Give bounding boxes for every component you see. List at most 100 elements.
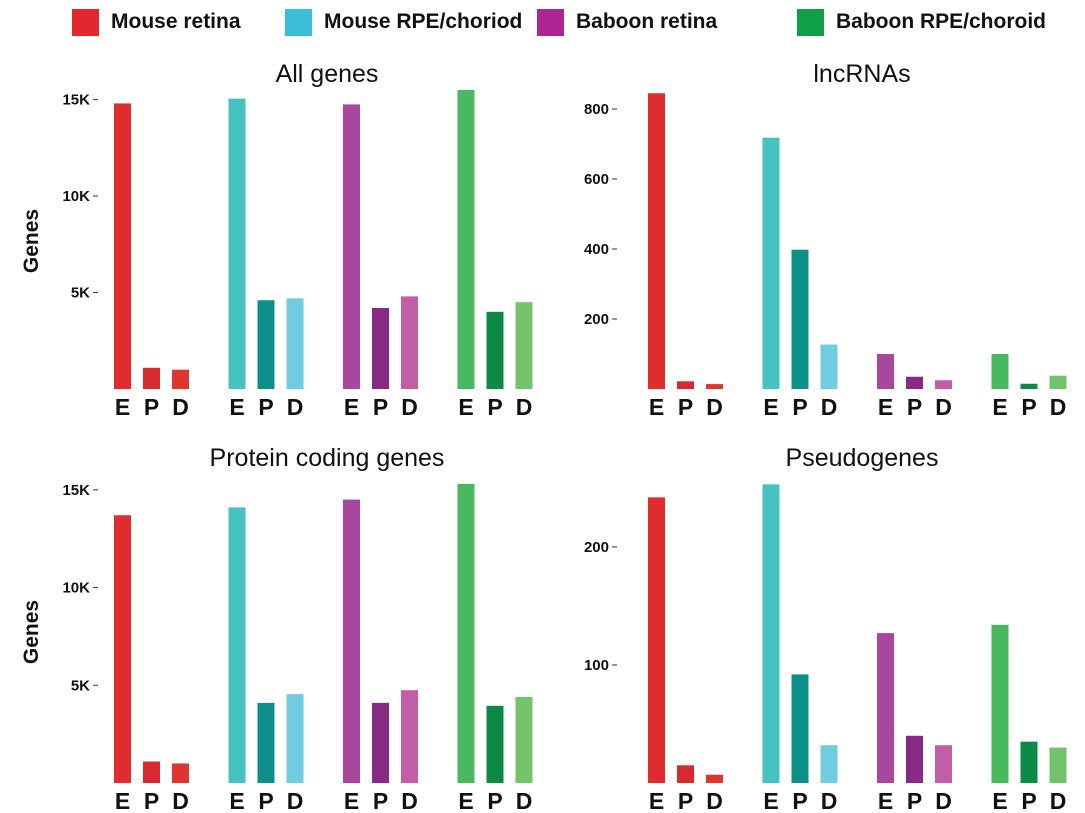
bar-baboon-retina-d: [401, 690, 418, 783]
x-tick-label-d: D: [706, 788, 723, 813]
bar-mouse-rpe-choriod-p: [791, 674, 809, 783]
x-tick-label-p: P: [907, 788, 922, 813]
x-tick-label-d: D: [821, 394, 838, 420]
bar-mouse-retina-p: [143, 761, 160, 783]
x-tick-label-d: D: [706, 394, 723, 420]
bar-baboon-retina-p: [906, 376, 923, 389]
bar-baboon-rpe-choroid-e: [457, 89, 475, 389]
bar-baboon-rpe-choroid-p: [486, 311, 504, 389]
legend-label: Baboon RPE/choroid: [836, 10, 1046, 33]
chart-title: All genes: [276, 60, 379, 88]
y-axis-label: Genes: [20, 209, 43, 273]
bar-mouse-rpe-choriod-e: [228, 507, 246, 783]
bar-mouse-rpe-choriod-e: [762, 484, 780, 783]
bar-baboon-rpe-choroid-e: [991, 624, 1009, 783]
bar-mouse-retina-e: [114, 515, 131, 783]
bar-baboon-rpe-choroid-e: [457, 483, 475, 783]
x-tick-label-d: D: [1050, 394, 1067, 420]
x-tick-label-d: D: [516, 788, 533, 813]
bar-baboon-retina-p: [372, 702, 389, 783]
chart-title: Protein coding genes: [210, 444, 445, 472]
x-tick-label-p: P: [792, 394, 807, 420]
x-tick-label-d: D: [401, 394, 418, 420]
bar-baboon-rpe-choroid-d: [515, 302, 533, 389]
x-tick-label-e: E: [992, 788, 1007, 813]
bar-mouse-retina-d: [172, 763, 189, 783]
x-tick-label-e: E: [878, 788, 893, 813]
bar-baboon-rpe-choroid-p: [1020, 383, 1038, 389]
x-tick-label-e: E: [458, 394, 473, 420]
x-tick-label-p: P: [1021, 394, 1036, 420]
bar-mouse-retina-d: [172, 369, 189, 389]
bar-baboon-retina-d: [401, 296, 418, 389]
bar-baboon-retina-p: [906, 735, 923, 783]
y-tick-label-200: 200: [584, 539, 609, 556]
x-tick-label-p: P: [678, 788, 693, 813]
bar-mouse-retina-e: [114, 103, 131, 389]
bar-mouse-rpe-choriod-d: [286, 694, 304, 783]
bar-mouse-retina-p: [677, 381, 694, 389]
bar-baboon-rpe-choroid-d: [1049, 375, 1067, 389]
x-tick-label-e: E: [344, 788, 359, 813]
bar-mouse-rpe-choriod-d: [820, 745, 838, 783]
x-tick-label-p: P: [907, 394, 922, 420]
x-tick-label-e: E: [115, 788, 130, 813]
x-tick-label-e: E: [229, 788, 244, 813]
legend: Mouse retina Mouse RPE/choriod Baboon re…: [0, 0, 1085, 44]
x-tick-label-d: D: [935, 394, 952, 420]
legend-item-mouse-rpe: Mouse RPE/choriod: [285, 8, 522, 36]
y-tick-label-5k: 5K: [71, 677, 90, 694]
x-tick-label-p: P: [678, 394, 693, 420]
x-tick-label-e: E: [992, 394, 1007, 420]
x-tick-label-p: P: [792, 788, 807, 813]
x-tick-label-d: D: [287, 394, 304, 420]
bar-baboon-rpe-choroid-d: [1049, 747, 1067, 783]
y-tick-label-600: 600: [584, 171, 609, 188]
legend-swatch: [285, 8, 312, 36]
x-tick-label-e: E: [763, 788, 778, 813]
y-tick-label-15k: 15K: [62, 92, 90, 109]
bar-mouse-rpe-choriod-p: [257, 702, 275, 783]
legend-swatch: [797, 8, 824, 36]
bar-baboon-retina-e: [877, 354, 894, 389]
y-axis-label: Genes: [20, 600, 43, 664]
bar-baboon-rpe-choroid-e: [991, 354, 1009, 389]
bar-baboon-retina-d: [935, 380, 952, 389]
x-tick-label-d: D: [287, 788, 304, 813]
x-tick-label-d: D: [172, 394, 189, 420]
bar-baboon-retina-p: [372, 307, 389, 389]
legend-label: Baboon retina: [576, 10, 718, 33]
legend-item-baboon-retina: Baboon retina: [537, 8, 717, 36]
bar-baboon-retina-d: [935, 745, 952, 783]
y-tick-label-100: 100: [584, 657, 609, 674]
x-tick-label-p: P: [144, 788, 159, 813]
y-tick-label-15k: 15K: [62, 482, 90, 499]
x-tick-label-e: E: [649, 394, 664, 420]
bar-mouse-rpe-choriod-d: [820, 344, 838, 389]
y-tick-label-10k: 10K: [62, 188, 90, 205]
x-tick-label-p: P: [487, 394, 502, 420]
bar-mouse-retina-d: [706, 774, 723, 783]
bar-baboon-rpe-choroid-p: [1020, 741, 1038, 783]
x-tick-label-d: D: [1050, 788, 1067, 813]
y-tick-label-800: 800: [584, 101, 609, 118]
chart-title: Pseudogenes: [786, 444, 939, 472]
legend-item-baboon-rpe: Baboon RPE/choroid: [797, 8, 1046, 36]
x-tick-label-p: P: [258, 394, 273, 420]
bar-mouse-retina-p: [143, 367, 160, 389]
x-tick-label-p: P: [1021, 788, 1036, 813]
x-tick-label-e: E: [763, 394, 778, 420]
bar-baboon-retina-e: [343, 104, 360, 390]
y-tick-label-200: 200: [584, 311, 609, 328]
x-tick-label-p: P: [487, 788, 502, 813]
x-tick-label-e: E: [115, 394, 130, 420]
x-tick-label-e: E: [878, 394, 893, 420]
bar-baboon-retina-e: [877, 633, 894, 783]
x-tick-label-d: D: [516, 394, 533, 420]
bar-baboon-rpe-choroid-p: [486, 705, 504, 783]
bar-mouse-rpe-choriod-e: [762, 137, 780, 389]
